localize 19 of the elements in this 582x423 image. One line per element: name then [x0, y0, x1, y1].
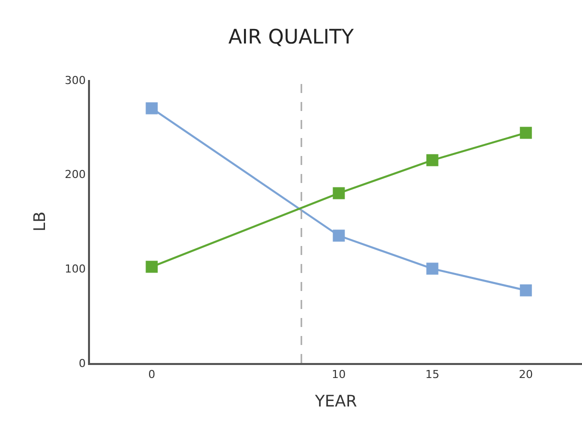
point — [426, 154, 438, 166]
point — [332, 187, 345, 200]
x-tick-label: 20 — [518, 368, 533, 382]
y-tick-label: 200 — [64, 168, 86, 182]
point — [332, 230, 345, 242]
y-tick-label: 100 — [64, 262, 86, 276]
y-axis-title: LB — [30, 212, 50, 232]
point — [426, 262, 438, 275]
point — [146, 102, 158, 114]
y-tick-label: 300 — [64, 74, 86, 87]
x-tick-label: 0 — [148, 368, 156, 382]
point — [146, 260, 158, 273]
point — [520, 126, 532, 139]
chart-title: AIR QUALITY — [228, 24, 354, 49]
y-tick-label: 0 — [78, 356, 86, 370]
x-tick-label: 15 — [425, 368, 440, 382]
x-tick-label: 10 — [332, 368, 346, 382]
x-axis-title: YEAR — [314, 391, 357, 410]
point — [520, 284, 532, 296]
